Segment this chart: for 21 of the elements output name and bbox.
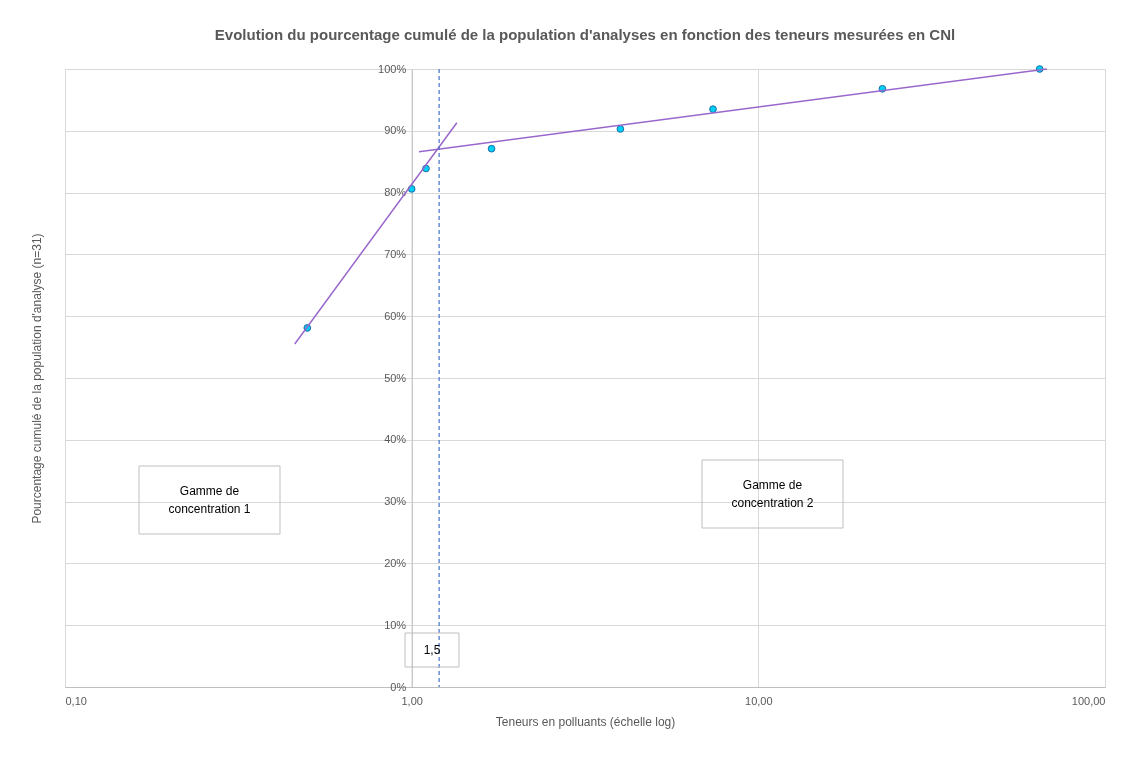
y-tick-label: 30%	[384, 495, 407, 508]
x-axis-title: Teneurs en polluants (échelle log)	[495, 714, 676, 729]
y-tick-label: 70%	[384, 247, 407, 260]
y-tick-label: 40%	[384, 433, 407, 446]
y-tick-label: 100%	[378, 62, 407, 75]
x-tick-label: 1,00	[401, 694, 423, 707]
chart-title: Evolution du pourcentage cumulé de la population d'analyses en fonction des teneurs mesurées en CNl	[214, 26, 956, 43]
x-tick-label: 0,10	[65, 694, 87, 707]
y-tick-label: 90%	[384, 124, 407, 137]
annotation: Gamme de concentration 1	[168, 484, 251, 516]
x-tick-label: 10,00	[745, 694, 773, 707]
y-axis-title: Pourcentage cumulé de la population d'analyse (n=31)	[29, 233, 44, 524]
x-tick-label: 100,00	[1071, 694, 1106, 707]
y-tick-label: 60%	[384, 309, 407, 322]
y-tick-label: 50%	[384, 371, 407, 384]
annotation: 1,5	[423, 643, 441, 657]
y-tick-label: 80%	[384, 186, 407, 199]
y-tick-label: 20%	[384, 556, 407, 569]
annotation: Gamme de concentration 2	[731, 478, 814, 510]
y-tick-label: 0%	[390, 680, 407, 693]
y-tick-label: 10%	[384, 618, 407, 631]
